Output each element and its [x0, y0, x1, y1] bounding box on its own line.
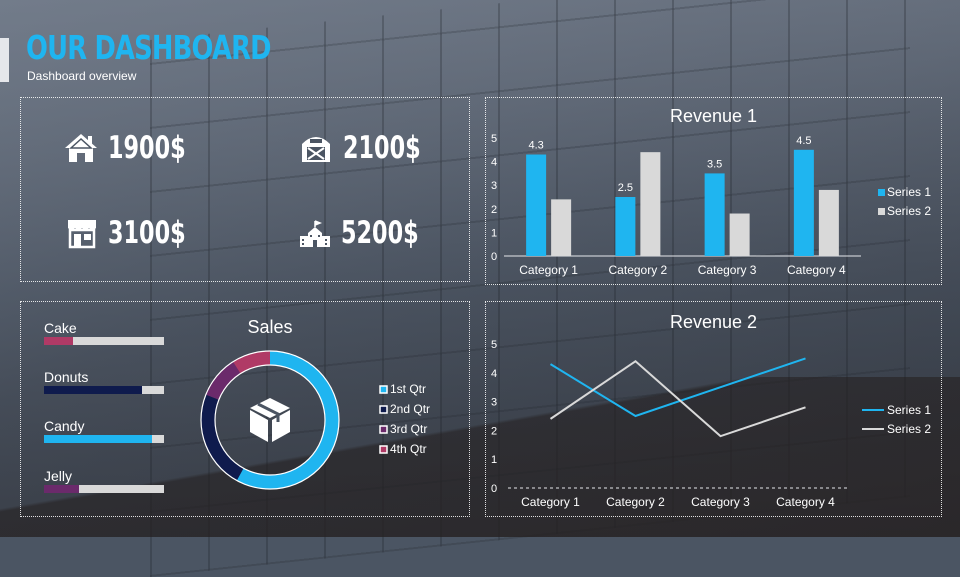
- kpi-item: 5200$: [299, 215, 449, 251]
- x-tick-label: Category 1: [519, 263, 578, 277]
- y-tick-label: 0: [491, 251, 497, 263]
- product-label: Candy: [44, 418, 85, 434]
- y-tick-label: 3: [491, 397, 497, 409]
- product-progress-fill: [44, 386, 143, 394]
- donut-slice: [201, 394, 244, 481]
- kpi-item: 2100$: [299, 130, 451, 166]
- legend-label: Series 1: [887, 403, 931, 417]
- product-progress-fill: [44, 435, 152, 443]
- bar: [818, 189, 839, 256]
- product-progress-item: Jelly: [44, 468, 164, 493]
- kpi-item: 3100$: [66, 215, 216, 251]
- kpi-value: 3100$: [108, 215, 186, 251]
- legend-label: Series 1: [887, 185, 931, 199]
- donut-slice: [233, 351, 271, 374]
- legend-label: Series 2: [887, 422, 931, 436]
- product-progress-track: [44, 435, 164, 443]
- series-line: [549, 360, 806, 438]
- x-tick-label: Category 2: [606, 495, 665, 509]
- legend-label: 2nd Qtr: [390, 402, 430, 416]
- y-tick-label: 2: [491, 425, 497, 437]
- donut-slice: [205, 361, 241, 401]
- barn-icon: [302, 137, 330, 162]
- kpi-value: 2100$: [343, 130, 421, 166]
- kpi-item: 1900$: [64, 130, 216, 166]
- product-label: Jelly: [44, 468, 73, 484]
- sales-donut-chart: 1st Qtr 2nd Qtr 3rd Qtr 4th Qtr: [200, 350, 430, 490]
- product-progress-item: Candy: [44, 418, 164, 443]
- product-progress-fill: [44, 485, 79, 493]
- legend-swatch: [379, 385, 388, 394]
- school-building-icon: [300, 220, 330, 247]
- revenue-2-line-chart: 0 1 2 3 4 5 Category 1 Category 2 Category 3 Cate…: [491, 339, 931, 509]
- x-tick-label: Category 2: [609, 263, 668, 277]
- product-progress-track: [44, 386, 164, 394]
- data-label: 4.3: [528, 140, 543, 152]
- legend-label: Series 2: [887, 204, 931, 218]
- bar: [793, 149, 814, 256]
- y-tick-label: 4: [491, 157, 497, 169]
- revenue-1-bar-chart: 0 1 2 3 4 5 4.3 Category 1 2.5 Category 2 3.5 Categ…: [491, 133, 931, 277]
- kpi-value: 5200$: [341, 215, 419, 251]
- chart-title: Revenue 2: [669, 312, 758, 332]
- kpi-panel: 1900$ 2100$ 3100$: [20, 97, 470, 282]
- data-label: 2.5: [618, 182, 633, 194]
- bar: [615, 197, 636, 256]
- donut-inner-ring: [214, 364, 326, 476]
- legend-label: 4th Qtr: [390, 442, 427, 456]
- y-tick-label: 5: [491, 339, 497, 351]
- x-tick-label: Category 4: [776, 495, 835, 509]
- product-label: Donuts: [44, 369, 89, 385]
- page-subtitle: Dashboard overview: [27, 69, 137, 83]
- sales-panel: Cake Donuts Candy Jelly Sales 1st Qtr 2nd Qt…: [20, 301, 470, 517]
- x-tick-label: Category 3: [698, 263, 757, 277]
- y-tick-label: 2: [491, 204, 497, 216]
- revenue-2-panel: Revenue 2 0 1 2 3 4 5 Category 1 Category 2 Cate…: [485, 301, 942, 517]
- legend-swatch: [379, 405, 388, 414]
- y-tick-label: 0: [491, 483, 497, 495]
- y-tick-label: 5: [491, 133, 497, 145]
- y-tick-label: 1: [491, 227, 497, 239]
- legend-label: 3rd Qtr: [390, 422, 427, 436]
- data-label: 4.5: [796, 135, 811, 147]
- legend-swatch: [878, 208, 885, 215]
- product-progress-item: Donuts: [44, 369, 164, 394]
- data-label: 3.5: [707, 158, 722, 170]
- donut-outer-ring: [200, 350, 340, 490]
- house-icon: [65, 134, 97, 162]
- revenue-1-panel: Revenue 1 0 1 2 3 4 5 4.3 Category 1 2.5 Category…: [485, 97, 942, 285]
- donut-slice: [236, 351, 339, 489]
- legend-swatch: [379, 445, 388, 454]
- store-icon: [68, 220, 96, 249]
- box-icon: [250, 398, 290, 442]
- legend-swatch: [878, 189, 885, 196]
- bar: [704, 173, 725, 256]
- product-progress-track: [44, 337, 164, 345]
- bar: [551, 199, 572, 256]
- legend-label: 1st Qtr: [390, 382, 426, 396]
- bar: [729, 213, 750, 256]
- kpi-value: 1900$: [108, 130, 186, 166]
- y-tick-label: 1: [491, 454, 497, 466]
- bar: [526, 154, 547, 256]
- product-label: Cake: [44, 320, 77, 336]
- product-progress-item: Cake: [44, 320, 164, 345]
- series-line: [549, 357, 806, 418]
- legend-swatch: [379, 425, 388, 434]
- background-shadow: [0, 377, 960, 537]
- bar: [640, 152, 661, 256]
- page-title: OUR DASHBOARD: [26, 28, 271, 67]
- chart-title: Sales: [247, 317, 293, 337]
- chart-title: Revenue 1: [669, 106, 758, 126]
- x-tick-label: Category 3: [691, 495, 750, 509]
- y-tick-label: 3: [491, 180, 497, 192]
- title-accent-bar: [0, 38, 9, 82]
- product-progress-track: [44, 485, 164, 493]
- product-progress-fill: [44, 337, 73, 345]
- x-tick-label: Category 1: [521, 495, 580, 509]
- x-tick-label: Category 4: [787, 263, 846, 277]
- y-tick-label: 4: [491, 368, 497, 380]
